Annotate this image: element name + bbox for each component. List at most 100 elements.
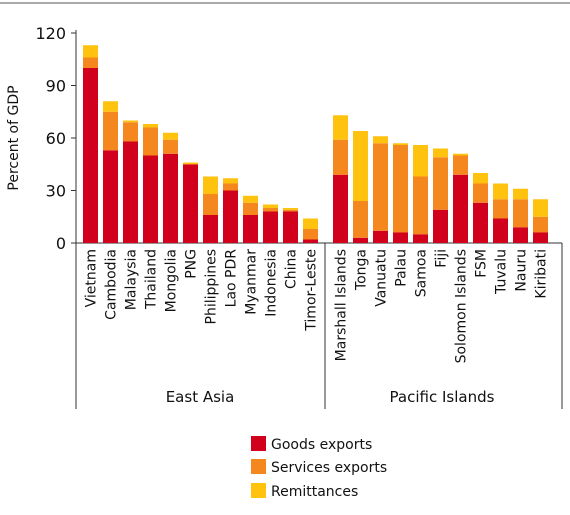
bar-segment-remittances-solomon-islands xyxy=(453,153,468,156)
bar-segment-goods-exports-nauru xyxy=(513,227,528,243)
bar-segment-services-exports-indonesia xyxy=(263,208,278,212)
bar-segment-remittances-samoa xyxy=(413,145,428,177)
bar-segment-services-exports-lao-pdr xyxy=(223,183,238,191)
bar-segment-remittances-mongolia xyxy=(163,132,178,140)
bar-segment-goods-exports-indonesia xyxy=(263,211,278,243)
bar-segment-remittances-myanmar xyxy=(243,195,258,203)
bar-segment-services-exports-china xyxy=(283,209,298,212)
bar-segment-services-exports-philippines xyxy=(203,194,218,215)
bar-segment-services-exports-samoa xyxy=(413,176,428,235)
category-label-tuvalu: Tuvalu xyxy=(494,249,510,295)
bar-segment-remittances-thailand xyxy=(143,124,158,128)
bar-segment-services-exports-mongolia xyxy=(163,139,178,154)
category-label-china: China xyxy=(284,249,300,289)
bar-segment-remittances-tonga xyxy=(353,131,368,201)
bar-segment-services-exports-solomon-islands xyxy=(453,155,468,175)
bar-segment-services-exports-fiji xyxy=(433,157,448,210)
bar-segment-services-exports-cambodia xyxy=(103,111,118,151)
category-label-indonesia: Indonesia xyxy=(264,249,280,317)
legend-label-remittances: Remittances xyxy=(271,484,358,500)
bar-segment-goods-exports-lao-pdr xyxy=(223,190,238,243)
bar-segment-remittances-png xyxy=(183,162,198,165)
bar-segment-services-exports-palau xyxy=(393,145,408,233)
bar-segment-services-exports-vanuatu xyxy=(373,143,388,231)
bar-segment-remittances-vietnam xyxy=(83,45,98,58)
legend-label-goods-exports: Goods exports xyxy=(271,437,372,453)
bar-segment-goods-exports-malaysia xyxy=(123,141,138,243)
category-label-solomon-islands: Solomon Islands xyxy=(454,249,470,363)
legend-swatch-services-exports xyxy=(251,459,266,474)
category-label-cambodia: Cambodia xyxy=(104,249,120,320)
y-axis-title: Percent of GDP xyxy=(6,85,22,190)
bar-segment-services-exports-timor-leste xyxy=(303,229,318,240)
category-label-myanmar: Myanmar xyxy=(244,249,260,315)
bar-segment-remittances-nauru xyxy=(513,188,528,200)
bar-segment-remittances-china xyxy=(283,208,298,210)
bar-segment-goods-exports-vietnam xyxy=(83,68,98,243)
category-label-samoa: Samoa xyxy=(414,249,430,297)
category-label-png: PNG xyxy=(184,249,200,279)
bar-segment-services-exports-marshall-islands xyxy=(333,139,348,175)
group-label-east-asia: East Asia xyxy=(166,388,235,406)
bar-segment-remittances-lao-pdr xyxy=(223,178,238,184)
bar-segment-goods-exports-png xyxy=(183,164,198,243)
bar-segment-goods-exports-fiji xyxy=(433,209,448,243)
bar-segment-remittances-vanuatu xyxy=(373,136,388,144)
category-label-timor-leste: Timor-Leste xyxy=(304,249,320,332)
bar-segment-goods-exports-vanuatu xyxy=(373,230,388,243)
bar-segment-goods-exports-tuvalu xyxy=(493,218,508,243)
category-label-nauru: Nauru xyxy=(514,249,530,292)
bar-segment-goods-exports-philippines xyxy=(203,215,218,243)
legend-swatch-remittances xyxy=(251,483,266,498)
category-label-fiji: Fiji xyxy=(434,249,450,268)
bar-segment-remittances-kiribati xyxy=(533,199,548,217)
bar-segment-services-exports-tuvalu xyxy=(493,199,508,219)
category-label-palau: Palau xyxy=(394,249,410,287)
bar-segment-goods-exports-myanmar xyxy=(243,215,258,243)
bar-segment-services-exports-myanmar xyxy=(243,202,258,215)
category-label-vietnam: Vietnam xyxy=(84,249,100,307)
bar-segment-goods-exports-marshall-islands xyxy=(333,174,348,243)
y-tick-label: 0 xyxy=(56,234,66,253)
bar-segment-goods-exports-samoa xyxy=(413,234,428,243)
bar-segment-services-exports-kiribati xyxy=(533,216,548,233)
category-label-philippines: Philippines xyxy=(204,249,220,324)
bar-segment-goods-exports-solomon-islands xyxy=(453,174,468,243)
bar-segment-services-exports-vietnam xyxy=(83,57,98,68)
y-tick-label: 90 xyxy=(46,77,66,96)
bar-segment-remittances-malaysia xyxy=(123,120,138,123)
category-label-malaysia: Malaysia xyxy=(124,249,140,310)
bar-segment-remittances-palau xyxy=(393,143,408,145)
bar-segment-goods-exports-mongolia xyxy=(163,153,178,243)
bar-segment-services-exports-tonga xyxy=(353,201,368,238)
bar-segment-goods-exports-timor-leste xyxy=(303,239,318,243)
bar-segment-remittances-indonesia xyxy=(263,204,278,208)
y-tick-label: 30 xyxy=(46,182,66,201)
category-label-tonga: Tonga xyxy=(354,249,370,291)
bar-segment-goods-exports-fsm xyxy=(473,202,488,243)
bar-segment-goods-exports-kiribati xyxy=(533,232,548,243)
bar-segment-remittances-cambodia xyxy=(103,101,118,112)
bar-segment-services-exports-malaysia xyxy=(123,122,138,142)
category-label-vanuatu: Vanuatu xyxy=(374,249,390,307)
category-label-lao-pdr: Lao PDR xyxy=(224,249,240,308)
bar-segment-goods-exports-cambodia xyxy=(103,150,118,243)
bar-segment-goods-exports-tonga xyxy=(353,237,368,243)
bar-segment-remittances-philippines xyxy=(203,176,218,194)
category-label-thailand: Thailand xyxy=(144,249,160,310)
bar-segment-goods-exports-palau xyxy=(393,232,408,243)
group-label-pacific-islands: Pacific Islands xyxy=(390,388,495,406)
category-label-mongolia: Mongolia xyxy=(164,249,180,312)
y-tick-label: 60 xyxy=(46,129,66,148)
bar-segment-services-exports-thailand xyxy=(143,127,158,156)
bar-segment-services-exports-nauru xyxy=(513,199,528,228)
category-label-kiribati: Kiribati xyxy=(534,249,550,299)
legend-swatch-goods-exports xyxy=(251,436,266,451)
bar-segment-remittances-timor-leste xyxy=(303,218,318,229)
bar-segment-remittances-fsm xyxy=(473,173,488,184)
bar-segment-remittances-tuvalu xyxy=(493,183,508,200)
bar-segment-remittances-marshall-islands xyxy=(333,115,348,140)
bar-segment-remittances-fiji xyxy=(433,148,448,158)
category-label-marshall-islands: Marshall Islands xyxy=(334,249,350,361)
